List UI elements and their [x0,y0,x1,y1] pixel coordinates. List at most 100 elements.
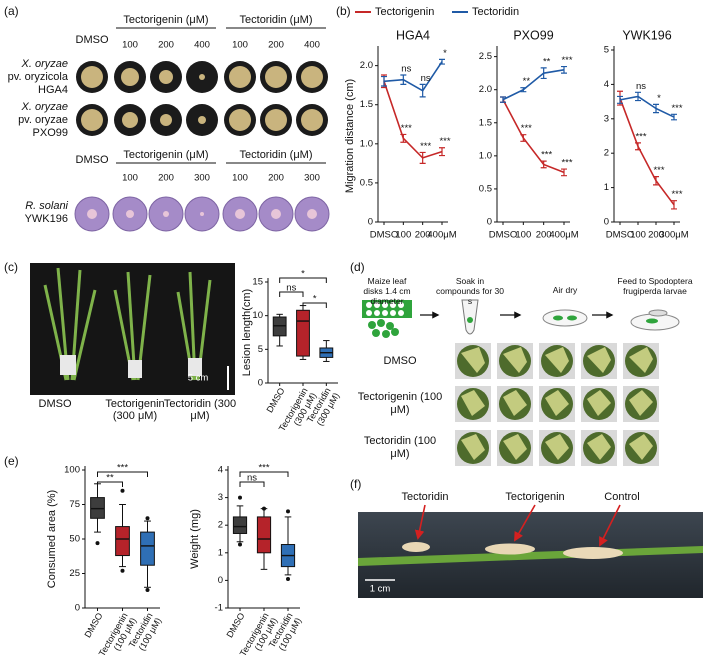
dose-label: 100 [232,40,248,51]
y-tick-label: 0 [75,603,80,614]
photo-caption: Tectoridin (300 μM) [163,398,237,422]
y-tick-label: 2 [218,520,223,531]
significance-label: ** [543,56,551,67]
dose-label: 400 [194,40,210,51]
x-tick-label: 100 [395,230,411,241]
mycelium [271,209,281,219]
significance-label: *** [258,463,269,474]
y-tick-label: 0 [487,217,492,228]
strain-label: pv. oryzae [18,114,68,126]
y-tick-label: 4 [218,465,223,476]
significance-bracket [279,291,304,297]
strain-label: X. oryzae [21,58,68,70]
error-bar [540,67,547,80]
y-tick-label: 2.5 [479,51,492,62]
x-tick-label: DMSO [370,230,399,241]
error-bar [635,91,641,102]
tube-disk [467,317,473,323]
error-bar [419,151,426,164]
box [296,309,310,357]
outlier [286,509,290,514]
significance-label: ns [247,473,257,484]
significance-label: *** [401,123,412,134]
colony [265,66,287,88]
dish-disk [567,315,577,321]
colony [301,109,323,131]
dish-disk [553,315,563,321]
y-tick-label: 5 [258,344,263,355]
x-tick-label: 300μM [659,230,688,241]
significance-label: *** [439,136,450,147]
error-bar [671,200,677,210]
series-line [383,81,443,159]
scale-label: 5 cm [188,373,209,384]
box [256,516,272,554]
group-label: Tectorigenin (μM) [123,14,208,26]
y-tick-label: 1.5 [479,117,492,128]
step-caption: Maize leaf disks 1.4 cm diameter [363,276,411,306]
significance-bracket [239,471,289,477]
feeding-damage [587,434,611,460]
y-tick-label: 2.0 [360,60,373,71]
panel-label: (e) [4,454,19,468]
error-bar [653,103,659,114]
feeding-damage [587,390,611,416]
larva-label: Control [604,491,639,503]
series-line [502,69,565,101]
feeding-damage [503,347,527,373]
fungus-label: YWK196 [25,213,68,225]
legend-label: Tectoridin [472,6,519,18]
x-tick-label: 200 [648,230,664,241]
outlier [95,541,100,546]
significance-bracket [97,471,148,477]
y-axis-label: Migration distance (cm) [344,79,356,193]
feeding-damage [545,347,569,373]
mycelium [163,211,169,217]
dose-label: 100 [232,173,248,184]
strain-label: PXO99 [33,127,68,139]
dish-disk [646,318,658,324]
significance-label: *** [541,150,552,161]
y-tick-label: 1.0 [360,138,373,149]
y-tick-label: 1 [218,547,223,558]
outlier [238,495,242,500]
panel-label: (c) [4,260,18,274]
significance-label: *** [420,141,431,152]
strain-label: pv. oryzicola [8,71,69,83]
x-tick-label: 200 [536,230,552,241]
mycelium [126,210,134,218]
x-tick-label: 400μM [549,230,578,241]
y-tick-label: 50 [69,534,80,545]
feeding-damage [503,434,527,460]
significance-label: ns [636,81,646,92]
outlier [120,488,125,493]
subplot-title: HGA4 [396,28,430,42]
strain-label: X. oryzae [21,101,68,113]
error-bar [381,75,387,87]
feeding-damage [629,434,653,460]
error-bar [561,65,567,74]
significance-label: *** [635,131,646,142]
colony [301,66,323,88]
larva [648,309,668,317]
error-bar [540,160,547,169]
series-line [383,61,443,92]
significance-label: ns [401,64,411,75]
dose-label: 300 [194,173,210,184]
row-label: Tectorigenin (100 μM) [357,391,443,416]
x-tick-label: 400μM [427,230,456,241]
error-bar [500,96,506,103]
outlier [145,588,150,593]
error-bar [635,142,641,151]
y-tick-label: 1.5 [360,99,373,110]
feeding-damage [461,390,485,416]
significance-bracket [279,277,327,283]
box [140,531,155,566]
legend-label: Tectorigenin [375,6,434,18]
colony [265,109,287,131]
significance-bracket [97,481,123,487]
error-bar [419,83,426,98]
y-tick-label: 0 [218,575,223,586]
step-caption: Soak in compounds for 30 s [435,276,505,306]
